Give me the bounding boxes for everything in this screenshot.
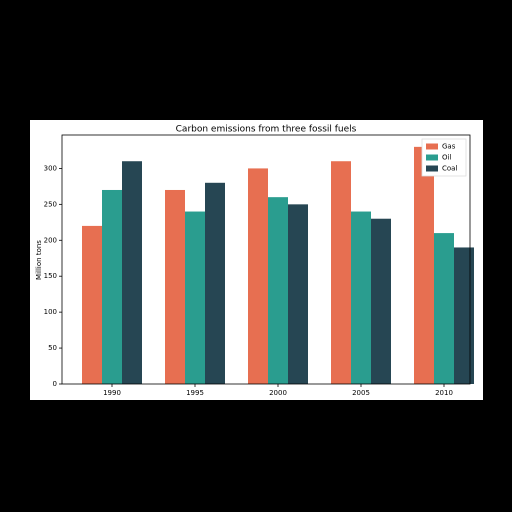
y-tick-label: 200	[44, 236, 57, 244]
bar	[331, 161, 351, 384]
chart-title: Carbon emissions from three fossil fuels	[176, 125, 357, 135]
bar	[248, 168, 268, 384]
y-axis-label: Million tons	[35, 240, 43, 280]
x-tick-label: 1990	[103, 389, 121, 397]
bar	[268, 197, 288, 384]
y-tick-label: 0	[53, 380, 57, 388]
bar	[185, 211, 205, 384]
bar	[414, 146, 434, 384]
legend-label: Gas	[442, 143, 456, 151]
legend-swatch	[426, 154, 438, 161]
bar	[434, 233, 454, 384]
y-tick-label: 250	[44, 200, 57, 208]
bar	[205, 182, 225, 384]
y-tick-label: 300	[44, 164, 57, 172]
plot-frame	[61, 134, 471, 385]
y-tick-label: 50	[48, 344, 57, 352]
x-tick-label: 1995	[186, 389, 204, 397]
legend-label: Oil	[442, 154, 451, 162]
x-tick-label: 2000	[269, 389, 287, 397]
legend-label: Coal	[442, 165, 457, 173]
x-tick-label: 2010	[435, 389, 453, 397]
bar	[454, 247, 474, 384]
bar	[371, 218, 391, 384]
bar	[351, 211, 371, 384]
legend-swatch	[426, 143, 438, 150]
legend-swatch	[426, 165, 438, 172]
x-tick-label: 2005	[352, 389, 370, 397]
bar	[102, 189, 122, 384]
bar	[122, 161, 142, 384]
bar	[288, 204, 308, 384]
bar	[165, 189, 185, 384]
y-tick-label: 100	[44, 308, 57, 316]
y-tick-label: 150	[44, 272, 57, 280]
bar	[82, 225, 102, 384]
